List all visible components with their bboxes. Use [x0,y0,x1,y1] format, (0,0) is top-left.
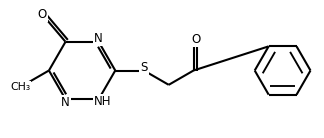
Text: N: N [61,96,70,109]
Text: O: O [38,8,47,21]
Text: CH₃: CH₃ [10,82,30,92]
Text: S: S [140,61,148,74]
Text: O: O [191,33,201,46]
Text: N: N [94,32,103,45]
Text: NH: NH [94,95,111,108]
